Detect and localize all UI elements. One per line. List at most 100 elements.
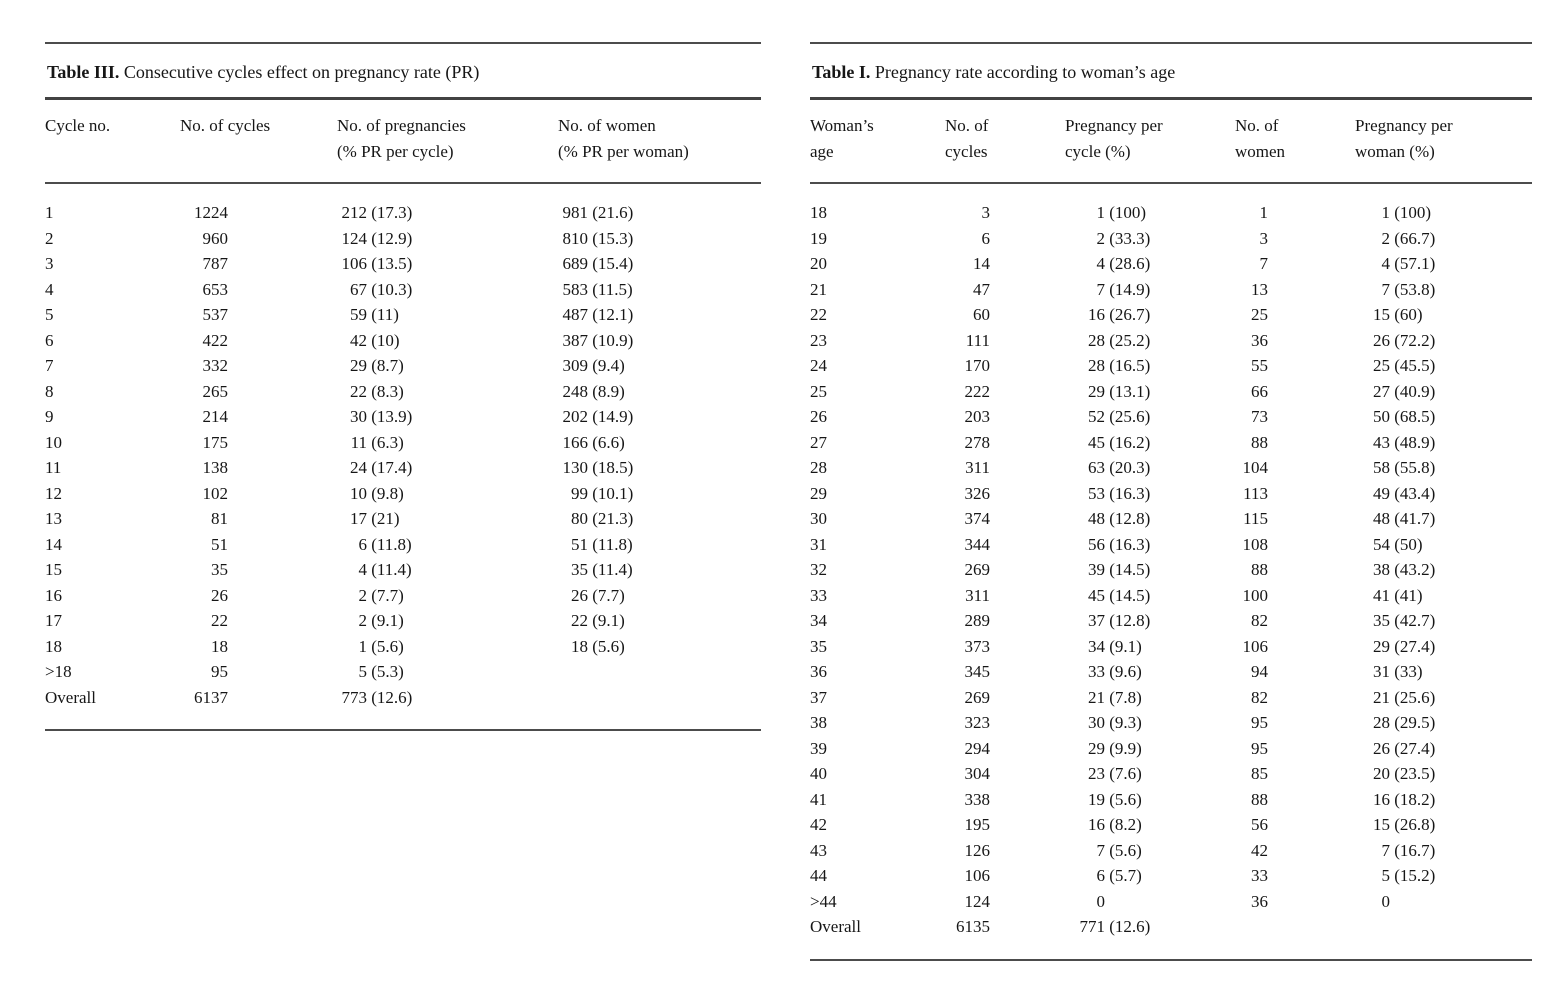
table-cell: 23 (7.6) <box>1088 764 1142 783</box>
table-cell: 311 <box>965 585 990 605</box>
table-cell: 7 <box>45 356 54 375</box>
table-cell: 537 <box>202 305 229 324</box>
table-cell: 49 (43.4) <box>1373 483 1436 503</box>
caption-rule <box>45 97 761 100</box>
table-cell: 59 (11) <box>350 305 399 324</box>
table-cell: 981 (21.6) <box>562 203 634 222</box>
table-cell: 106 <box>964 866 991 885</box>
table-cell: 99 (10.1) <box>571 483 634 503</box>
table-cell: 48 (41.7) <box>1373 509 1436 528</box>
table-cell <box>558 659 761 685</box>
table-row: >44 124 0 36 0 <box>810 889 1532 915</box>
table-cell: 23 <box>810 330 827 350</box>
table-cell: 54 (50) <box>1373 534 1423 554</box>
table-cell: 39 (14.5) <box>1088 560 1151 579</box>
column-header: No. of women <box>1235 100 1355 184</box>
table-row: 6 422 42 (10) 387 (10.9) <box>45 328 761 354</box>
data-table: Cycle no. No. of cycles No. of pregnancies… <box>45 100 761 710</box>
table-cell: 51 <box>211 534 228 554</box>
table-row: 42 195 16 (8.2) 56 15 (26.8) <box>810 812 1532 838</box>
table-cell: 30 <box>810 509 827 528</box>
table-cell: 36 <box>810 662 827 681</box>
table-cell: 170 <box>964 356 991 375</box>
table-cell: 16 (18.2) <box>1373 789 1436 809</box>
table-cell: 130 (18.5) <box>562 458 634 477</box>
table-cell: 11 <box>45 458 62 477</box>
table-row: 20 14 4 (28.6) 7 4 (57.1) <box>810 251 1532 277</box>
table-cell: 10 <box>45 432 62 452</box>
table-cell: 773 (12.6) <box>341 687 413 707</box>
table-row: >18 95 5 (5.3) <box>45 659 761 685</box>
table-cell: 269 <box>964 560 991 579</box>
table-cell: 374 <box>964 509 991 528</box>
table-cell: 289 <box>964 611 991 630</box>
table-row: 37 269 21 (7.8) 82 21 (25.6) <box>810 685 1532 711</box>
table-cell: 2 (33.3) <box>1096 228 1151 248</box>
table-cell: 60 <box>973 305 990 324</box>
table-body: 18 3 1 (100) 1 1 (100) 19 6 2 (33.3) 3 2 (66.7) 20… <box>810 183 1532 940</box>
table-cell: 124 <box>964 891 991 911</box>
table-i-pregnancy-by-age: Table I. Pregnancy rate according to wom… <box>810 42 1532 961</box>
table-cell: Overall <box>45 687 96 707</box>
table-row: 8 265 22 (8.3) 248 (8.9) <box>45 379 761 405</box>
table-cell: 19 (5.6) <box>1088 789 1142 809</box>
table-row: 19 6 2 (33.3) 3 2 (66.7) <box>810 226 1532 252</box>
table-cell: 88 <box>1251 789 1268 809</box>
table-cell: 344 <box>964 534 991 554</box>
table-row: 29 326 53 (16.3) 113 49 (43.4) <box>810 481 1532 507</box>
table-cell: 104 <box>1242 458 1269 477</box>
table-cell: 5 <box>45 305 54 324</box>
table-cell: 22 <box>211 611 228 630</box>
table-cell: 3 <box>981 203 991 222</box>
table-cell: 2 (7.7) <box>358 585 404 605</box>
table-cell: 771 (12.6) <box>1079 917 1151 936</box>
table-row: 10 175 11 (6.3) 166 (6.6) <box>45 430 761 456</box>
table-cell: 29 (9.9) <box>1088 738 1142 758</box>
table-cell: 41 <box>810 789 827 809</box>
table-cell: 309 (9.4) <box>562 356 625 375</box>
table-row: 38 323 30 (9.3) 95 28 (29.5) <box>810 710 1532 736</box>
table-cell: 115 <box>1243 509 1268 528</box>
table-cell: 34 (9.1) <box>1088 636 1142 656</box>
table-cell: 7 (14.9) <box>1096 279 1151 299</box>
table-cell: 4 (57.1) <box>1381 254 1436 273</box>
bottom-rule <box>810 958 1532 961</box>
table-cell: 45 (14.5) <box>1088 585 1151 605</box>
table-cell: 47 <box>973 279 990 299</box>
table-cell: 3 <box>1259 228 1269 248</box>
table-cell: 31 (33) <box>1373 662 1423 681</box>
table-cell: 1 (5.6) <box>358 636 404 656</box>
table-cell: 373 <box>964 636 991 656</box>
table-cell: 95 <box>211 662 228 681</box>
table-cell: 6137 <box>194 687 228 707</box>
table-cell: 387 (10.9) <box>562 330 634 350</box>
table-cell: 82 <box>1251 687 1268 707</box>
table-row: 21 47 7 (14.9) 13 7 (53.8) <box>810 277 1532 303</box>
table-cell: 56 (16.3) <box>1088 534 1151 554</box>
table-cell: 13 <box>1251 279 1268 299</box>
table-caption: Table III. Consecutive cycles effect on … <box>45 44 761 97</box>
table-label: Table III. <box>47 62 120 82</box>
table-row: 1 1224 212 (17.3) 981 (21.6) <box>45 183 761 226</box>
table-cell: 81 <box>211 509 228 528</box>
table-row: 12 102 10 (9.8) 99 (10.1) <box>45 481 761 507</box>
table-cell: 106 (13.5) <box>341 254 413 273</box>
top-rule <box>45 42 761 44</box>
column-header: No. of women (% PR per woman) <box>558 100 761 184</box>
table-cell: 338 <box>964 789 991 809</box>
table-cell: 3 <box>45 254 54 273</box>
table-row: 13 81 17 (21) 80 (21.3) <box>45 506 761 532</box>
table-row: 41 338 19 (5.6) 88 16 (18.2) <box>810 787 1532 813</box>
table-cell: 16 <box>45 585 62 605</box>
table-cell: 689 (15.4) <box>562 254 634 273</box>
table-cell: 32 <box>810 560 827 579</box>
table-cell: 26 (27.4) <box>1373 738 1436 758</box>
table-iii-consecutive-cycles: Table III. Consecutive cycles effect on … <box>45 42 761 731</box>
table-title: Pregnancy rate according to woman’s age <box>874 62 1176 82</box>
table-row: 40 304 23 (7.6) 85 20 (23.5) <box>810 761 1532 787</box>
table-row: 23 111 28 (25.2) 36 26 (72.2) <box>810 328 1532 354</box>
table-cell: 124 (12.9) <box>341 228 413 248</box>
table-cell <box>1355 914 1532 940</box>
table-cell: 41 (41) <box>1373 585 1423 605</box>
table-row: 32 269 39 (14.5) 88 38 (43.2) <box>810 557 1532 583</box>
